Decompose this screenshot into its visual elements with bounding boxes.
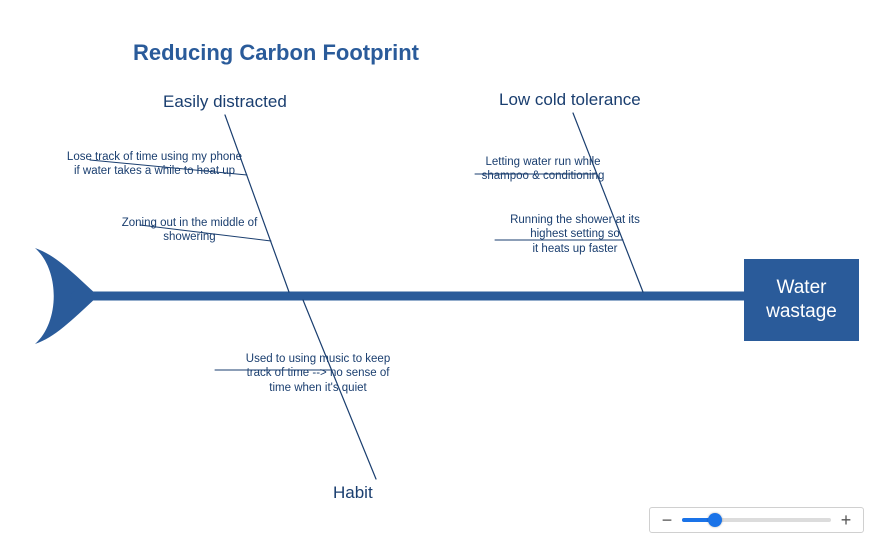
zoom-slider-thumb[interactable]: [708, 513, 722, 527]
fish-head-label: Waterwastage: [766, 276, 837, 324]
zoom-control[interactable]: − +: [649, 507, 864, 533]
category-habit: Habit: [333, 483, 373, 503]
cause-easily-distracted-1: Zoning out in the middle ofshowering: [102, 216, 277, 245]
category-easily-distracted: Easily distracted: [163, 92, 287, 112]
cause-easily-distracted-0: Lose track of time using my phoneif wate…: [57, 150, 252, 179]
cause-low-cold-tolerance-1: Running the shower at itshighest setting…: [495, 213, 655, 256]
cause-habit-0: Used to using music to keeptrack of time…: [228, 352, 408, 395]
zoom-out-button[interactable]: −: [660, 510, 674, 531]
zoom-in-button[interactable]: +: [839, 510, 853, 531]
fish-head-effect-box: Waterwastage: [744, 259, 859, 341]
cause-low-cold-tolerance-0: Letting water run whileshampoo & conditi…: [463, 155, 623, 184]
zoom-slider-track[interactable]: [682, 518, 831, 522]
fishbone-svg: [0, 0, 874, 539]
category-low-cold-tolerance: Low cold tolerance: [499, 90, 641, 110]
diagram-title: Reducing Carbon Footprint: [133, 40, 419, 66]
